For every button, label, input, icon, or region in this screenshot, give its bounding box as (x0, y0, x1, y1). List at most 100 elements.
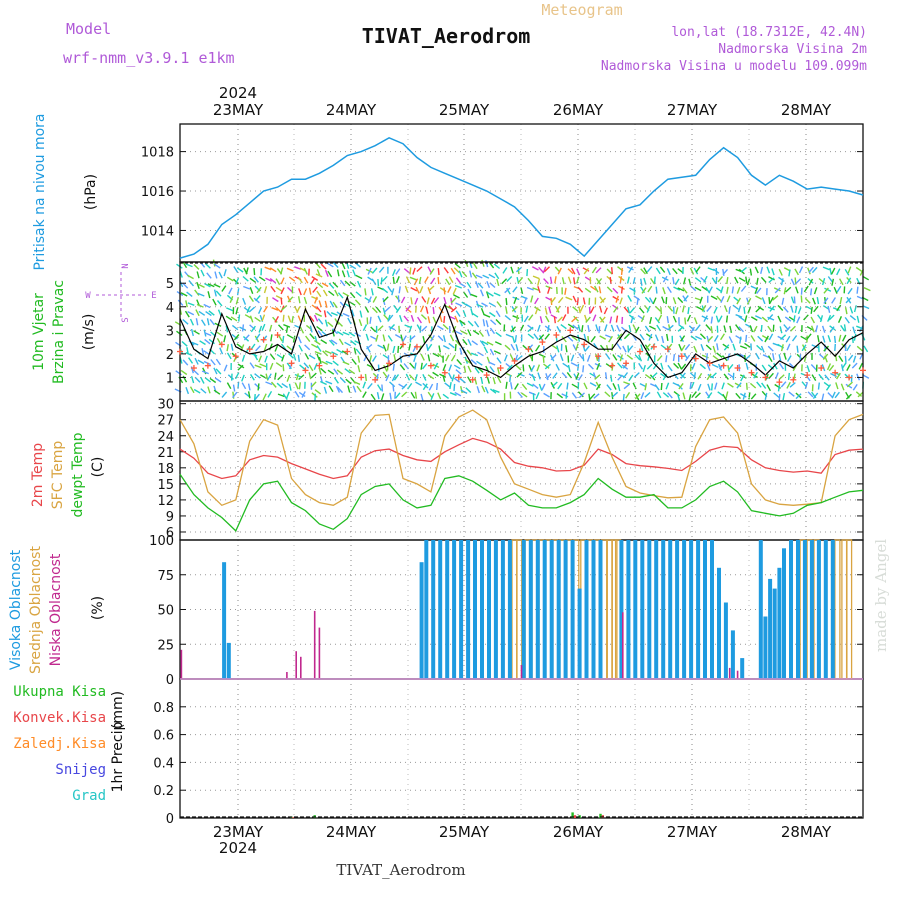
wind-arrow (453, 377, 461, 383)
wind-arrow (382, 344, 387, 352)
wind-arrow (481, 385, 486, 393)
wind-arrow (619, 297, 623, 305)
wind-arrow (334, 289, 339, 297)
precip-legend-item: Konvek.Kisa (13, 710, 106, 726)
wind-arrow (244, 314, 252, 319)
wind-arrow (551, 381, 558, 388)
wind-arrow (515, 364, 522, 371)
wind-arrow (517, 391, 523, 398)
wind-arrow (590, 285, 597, 291)
wind-arrow (846, 381, 853, 388)
wind-arrow (414, 297, 419, 305)
y-tick-label: 0.2 (153, 784, 174, 799)
wind-arrow (200, 269, 205, 277)
wind-arrow (427, 374, 435, 380)
wind-arrow (282, 393, 288, 400)
wind-arrow (472, 262, 478, 270)
wind-arrow (567, 364, 571, 373)
low-cloud-bar (520, 665, 523, 679)
wind-arrow (235, 297, 239, 305)
wind-arrow (294, 266, 302, 270)
wind-arrow (720, 333, 725, 341)
wind-arrow (250, 374, 255, 381)
wind-arrow (687, 306, 690, 315)
wind-arrow (356, 280, 362, 288)
wind-arrow (757, 305, 765, 311)
wind-arrow (852, 384, 858, 391)
high-cloud-bar (507, 540, 512, 679)
wind-arrow (420, 393, 424, 401)
precip-legend-item: Snijeg (55, 762, 106, 778)
wind-arrow (505, 333, 513, 338)
wind-arrow (562, 362, 569, 368)
wind-arrow (451, 374, 455, 382)
wind-arrow (642, 364, 646, 373)
high-cloud-bar (782, 548, 786, 679)
temp-dewpoint-line (179, 473, 864, 533)
wind-arrow (750, 335, 756, 342)
wind-arrow (437, 392, 442, 400)
wind-arrow (577, 286, 584, 293)
wind-arrow (723, 373, 729, 380)
wind-arrow (329, 300, 335, 308)
wind-arrow (398, 286, 401, 294)
wind-arrow (399, 314, 403, 323)
wind-arrow (803, 285, 809, 293)
wind-arrow (280, 343, 287, 350)
wind-arrow (849, 315, 857, 321)
wind-arrow (324, 300, 328, 308)
wind-arrow (778, 394, 781, 402)
wind-arrow (510, 343, 516, 351)
wind-arrow (512, 286, 518, 293)
wind-arrow (347, 385, 351, 393)
wind-arrow (261, 323, 266, 331)
wind-arrow (367, 382, 373, 390)
wind-arrow (299, 326, 305, 334)
wind-arrow (432, 371, 439, 377)
wind-arrow (351, 358, 357, 365)
wind-arrow (323, 386, 328, 394)
wind-arrow (587, 324, 590, 333)
wind-arrow (778, 268, 783, 276)
wind-arrow (672, 277, 675, 285)
wind-arrow (654, 384, 660, 391)
pressure-line (179, 136, 864, 259)
wind-arrow (459, 377, 466, 384)
y-tick-label: 5 (166, 277, 174, 292)
wind-arrow (564, 287, 567, 295)
wind-arrow (640, 268, 647, 275)
wind-arrow (275, 362, 283, 368)
wind-arrow (615, 315, 619, 323)
wind-arrow (195, 318, 199, 326)
wind-arrow (408, 325, 413, 333)
high-cloud-bar (723, 602, 728, 679)
wind-arrow (367, 267, 372, 275)
wind-arrow (213, 367, 218, 375)
wind-arrow (727, 363, 734, 371)
wind-arrow (760, 345, 765, 353)
wind-arrow (350, 340, 357, 346)
wind-arrow (746, 297, 752, 305)
wind-arrow (707, 373, 715, 379)
wind-arrow (433, 297, 440, 304)
wind-arrow (328, 385, 334, 393)
wind-arrow (589, 393, 596, 400)
wind-arrow (772, 353, 775, 361)
high-cloud-bar (542, 540, 547, 679)
wind-arrow (572, 306, 579, 312)
wind-arrow (226, 276, 234, 282)
wind-arrow (389, 392, 392, 400)
wind-arrow (365, 333, 370, 341)
wind-arrow (195, 309, 200, 317)
wind-arrow (844, 307, 848, 315)
wind-arrow (840, 325, 846, 332)
wind-arrow (181, 340, 188, 347)
wind-arrow (560, 324, 567, 330)
wind-arrow (437, 277, 440, 285)
wind-arrow (833, 286, 838, 294)
wind-arrow (488, 361, 496, 366)
wind-arrow (483, 313, 491, 318)
wind-arrow (863, 345, 869, 353)
wind-arrow (442, 393, 450, 399)
wind-arrow (427, 391, 433, 399)
